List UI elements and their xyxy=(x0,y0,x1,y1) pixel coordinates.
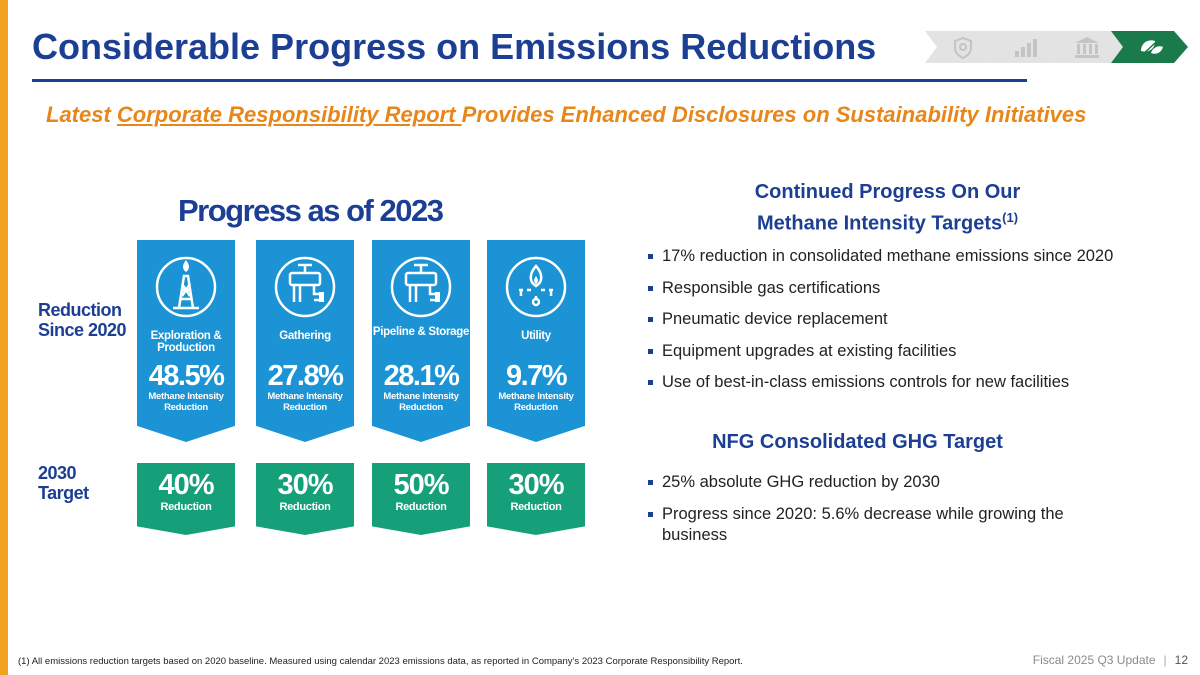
target-value: 30% xyxy=(508,469,564,501)
list-item: Responsible gas certifications xyxy=(648,278,1168,299)
list-item: Progress since 2020: 5.6% decrease while… xyxy=(648,504,1078,546)
segment-banner-utility: Utility 9.7% Methane Intensity Reduction xyxy=(487,240,585,442)
nav-chart[interactable] xyxy=(987,31,1063,63)
list-item: Use of best-in-class emissions controls … xyxy=(648,372,1168,393)
footnote: (1) All emissions reduction targets base… xyxy=(18,656,743,667)
segment-name: Pipeline & Storage xyxy=(372,326,470,338)
leaf-icon xyxy=(1138,40,1163,59)
methane-heading-text: Methane Intensity Targets xyxy=(756,212,1003,235)
row-label-reduction: Reduction Since 2020 xyxy=(38,300,127,340)
ghg-heading: NFG Consolidated GHG Target xyxy=(712,431,1003,453)
bullet-square-icon xyxy=(648,254,653,259)
segment-name: Exploration & Production xyxy=(150,330,222,354)
footnote-ref: (1) xyxy=(1002,210,1019,225)
nav-shield[interactable] xyxy=(925,31,1001,63)
building-icon xyxy=(1075,37,1099,58)
nav-leaf[interactable] xyxy=(1111,31,1188,63)
methane-bullet-list: 17% reduction in consolidated methane em… xyxy=(648,246,1168,404)
target-badge-exploration: 40% Reduction xyxy=(137,463,235,535)
segment-banner-gathering: Gathering 27.8% Methane Intensity Reduct… xyxy=(256,240,354,442)
chart-icon xyxy=(1015,39,1037,57)
reduction-value: 9.7% xyxy=(505,360,568,392)
bullet-square-icon xyxy=(648,317,653,322)
pipeline-valve-icon xyxy=(390,256,452,318)
row-label-target: 2030 Target xyxy=(38,463,89,503)
bullet-square-icon xyxy=(648,285,653,291)
target-caption: Reduction xyxy=(510,501,562,513)
target-caption: Reduction xyxy=(395,501,447,513)
reduction-value: 28.1% xyxy=(383,360,460,392)
drilling-rig-flame-icon xyxy=(155,256,217,318)
bullet-square-icon xyxy=(648,480,653,485)
target-value: 30% xyxy=(277,469,333,501)
gas-flame-icon xyxy=(505,256,567,318)
pipe-valve-icon xyxy=(274,256,336,318)
bullet-text: 17% reduction in consolidated methane em… xyxy=(662,247,1114,265)
footer-separator: | xyxy=(1163,653,1167,667)
list-item: Equipment upgrades at existing facilitie… xyxy=(648,341,1168,362)
page-title: Considerable Progress on Emissions Reduc… xyxy=(32,26,877,67)
nav-building[interactable] xyxy=(1049,31,1125,63)
cr-report-link[interactable]: Corporate Responsibility Report xyxy=(116,102,462,127)
section-nav xyxy=(925,31,1188,63)
segment-banner-pipeline: Pipeline & Storage 28.1% Methane Intensi… xyxy=(372,240,470,442)
bullet-square-icon xyxy=(648,511,653,517)
target-caption: Reduction xyxy=(279,501,331,513)
subtitle: Latest Corporate Responsibility Report P… xyxy=(46,102,1086,128)
methane-heading: Continued Progress On Our Methane Intens… xyxy=(690,180,1085,237)
footer: Fiscal 2025 Q3 Update | 12 xyxy=(1033,653,1188,667)
bullet-text: Pneumatic device replacement xyxy=(662,310,888,328)
progress-title: Progress as of 2023 xyxy=(178,193,444,228)
target-badge-pipeline: 50% Reduction xyxy=(372,463,470,535)
bullet-text: Progress since 2020: 5.6% decrease while… xyxy=(662,504,1064,544)
target-value: 40% xyxy=(158,469,214,501)
list-item: Pneumatic device replacement xyxy=(648,309,1168,330)
target-caption: Reduction xyxy=(160,501,212,513)
bullet-text: 25% absolute GHG reduction by 2030 xyxy=(662,473,940,491)
ghg-bullet-list: 25% absolute GHG reduction by 2030 Progr… xyxy=(648,472,1078,556)
segment-name: Gathering xyxy=(279,330,331,342)
target-badge-utility: 30% Reduction xyxy=(487,463,585,535)
bullet-text: Use of best-in-class emissions controls … xyxy=(662,373,1070,391)
reduction-caption: Methane Intensity Reduction xyxy=(267,391,343,413)
reduction-caption: Methane Intensity Reduction xyxy=(148,391,224,413)
reduction-value: 48.5% xyxy=(148,360,225,392)
bullet-text: Responsible gas certifications xyxy=(662,278,881,297)
list-item: 25% absolute GHG reduction by 2030 xyxy=(648,472,1078,493)
reduction-caption: Methane Intensity Reduction xyxy=(383,391,459,413)
bullet-text: Equipment upgrades at existing facilitie… xyxy=(662,341,957,360)
segment-name: Utility xyxy=(521,330,551,342)
subtitle-text-post: Provides Enhanced Disclosures on Sustain… xyxy=(461,102,1087,127)
methane-heading-line1: Continued Progress On Our xyxy=(754,181,1021,203)
target-value: 50% xyxy=(393,469,449,501)
shield-icon xyxy=(954,36,972,60)
accent-bar xyxy=(0,0,8,675)
reduction-value: 27.8% xyxy=(267,360,344,392)
methane-heading-line2: Methane Intensity Targets(1) xyxy=(690,205,1085,237)
title-divider xyxy=(32,79,1027,82)
bullet-square-icon xyxy=(648,348,653,354)
bullet-square-icon xyxy=(648,380,653,385)
target-badge-gathering: 30% Reduction xyxy=(256,463,354,535)
list-item: 17% reduction in consolidated methane em… xyxy=(648,246,1168,267)
segment-banner-exploration: Exploration & Production 48.5% Methane I… xyxy=(137,240,235,442)
page-number: 12 xyxy=(1174,653,1188,667)
footer-label: Fiscal 2025 Q3 Update xyxy=(1032,653,1156,667)
subtitle-text-pre: Latest xyxy=(46,102,117,127)
reduction-caption: Methane Intensity Reduction xyxy=(498,391,574,413)
